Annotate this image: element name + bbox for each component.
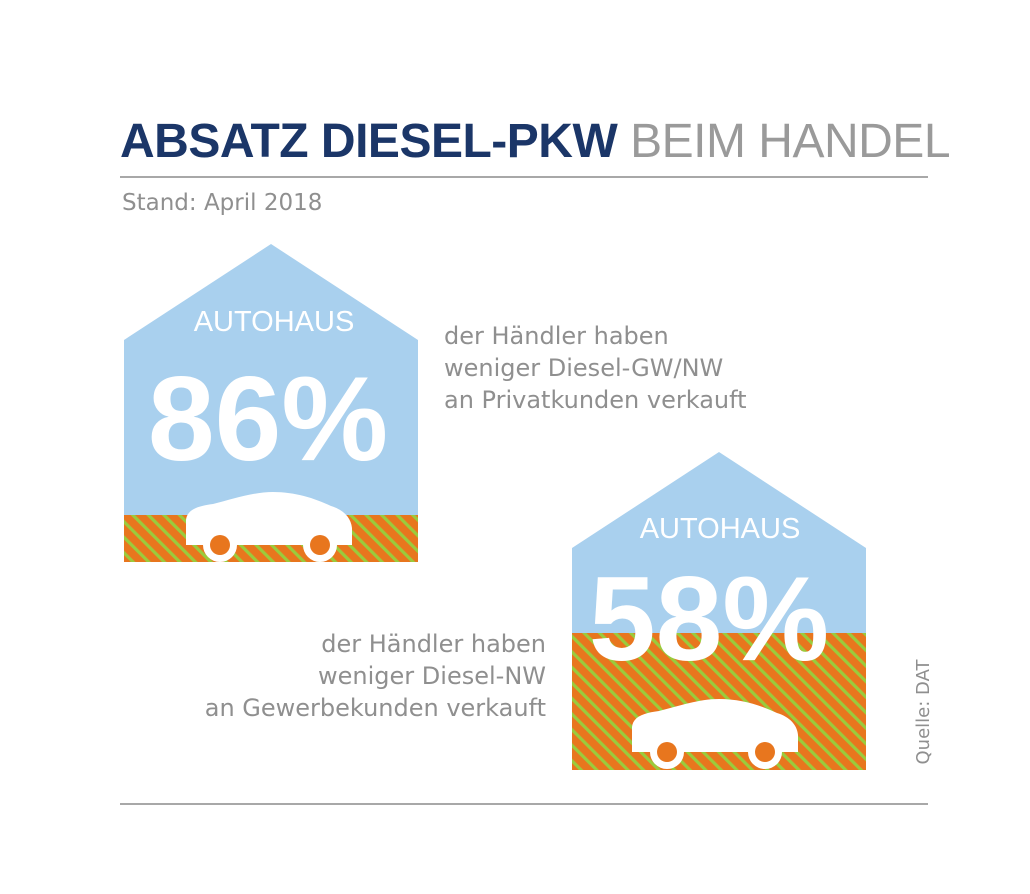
car-hub-front-2 bbox=[657, 742, 677, 762]
bottom-divider bbox=[120, 803, 928, 805]
description-1-line-2: weniger Diesel-GW/NW bbox=[444, 354, 724, 382]
house-graphic-2: AUTOHAUS 58% bbox=[572, 452, 866, 770]
description-1-line-1: der Händler haben bbox=[444, 322, 669, 350]
house-label-2: AUTOHAUS bbox=[640, 513, 801, 545]
description-2: der Händler haben weniger Diesel-NW an G… bbox=[205, 628, 546, 724]
top-divider bbox=[120, 176, 928, 178]
car-icon-2 bbox=[632, 699, 798, 769]
car-hub-rear-2 bbox=[755, 742, 775, 762]
house-graphic-1: AUTOHAUS 86% bbox=[124, 244, 418, 562]
title-light: BEIM HANDEL bbox=[630, 115, 951, 168]
description-2-line-1: der Händler haben bbox=[321, 630, 546, 658]
title-bold: ABSATZ DIESEL-PKW bbox=[120, 115, 618, 168]
house-label-1: AUTOHAUS bbox=[194, 306, 355, 338]
description-2-line-3: an Gewerbekunden verkauft bbox=[204, 694, 546, 722]
house-body-1 bbox=[124, 244, 418, 562]
value-label-1: 86% bbox=[148, 352, 388, 486]
description-1-line-3: an Privatkunden verkauft bbox=[444, 386, 747, 414]
source-label: Quelle: DAT bbox=[913, 659, 934, 765]
description-2-line-2: weniger Diesel-NW bbox=[318, 662, 546, 690]
description-1: der Händler haben weniger Diesel-GW/NW a… bbox=[444, 320, 747, 416]
car-hub-rear-1 bbox=[310, 535, 330, 555]
chart-title: ABSATZ DIESEL-PKW BEIM HANDEL bbox=[120, 112, 951, 172]
car-hub-front-1 bbox=[210, 535, 230, 555]
value-label-2: 58% bbox=[589, 552, 829, 686]
car-icon-1 bbox=[186, 492, 352, 562]
date-label: Stand: April 2018 bbox=[122, 190, 323, 216]
